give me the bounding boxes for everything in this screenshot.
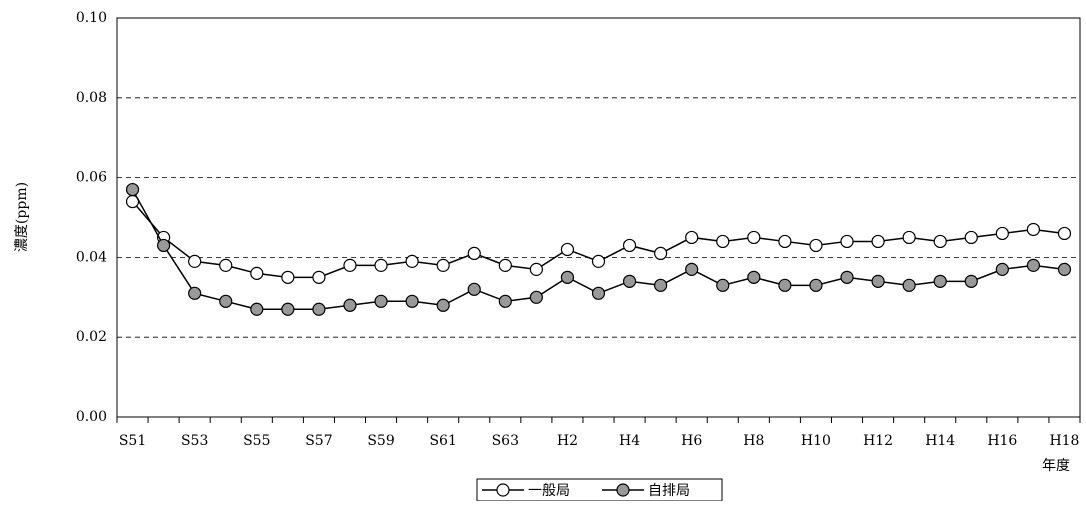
marker <box>809 278 823 292</box>
marker <box>436 258 450 272</box>
marker <box>467 282 481 296</box>
x-tick-label: S57 <box>305 433 332 449</box>
marker <box>374 294 388 308</box>
marker <box>654 278 668 292</box>
marker <box>529 262 543 276</box>
marker <box>1026 258 1041 272</box>
x-tick-label: H18 <box>1049 433 1079 449</box>
marker <box>560 242 575 257</box>
x-axis-label: 年度 <box>1042 458 1070 474</box>
marker <box>902 230 916 245</box>
marker <box>250 266 264 280</box>
marker <box>529 290 543 304</box>
marker <box>560 270 575 284</box>
marker <box>685 262 699 276</box>
marker <box>995 262 1009 276</box>
x-tick-label: H12 <box>863 433 893 449</box>
marker <box>374 258 388 272</box>
x-tick-label: H6 <box>681 433 702 449</box>
legend-label: 一般局 <box>528 483 570 499</box>
legend: 一般局 自排局 <box>476 478 723 502</box>
marker <box>840 234 854 249</box>
marker <box>1057 226 1072 241</box>
marker <box>840 270 854 284</box>
marker <box>1057 262 1072 276</box>
marker <box>156 238 171 253</box>
x-tick-label: S61 <box>429 433 456 449</box>
marker <box>312 302 326 316</box>
x-tick-label: S51 <box>119 433 146 449</box>
marker <box>622 274 637 288</box>
marker <box>125 182 140 197</box>
marker <box>778 234 792 249</box>
y-tick-label: 0.08 <box>76 90 107 106</box>
x-tick-label: H8 <box>743 433 764 449</box>
marker <box>685 230 699 245</box>
marker <box>405 294 419 308</box>
marker <box>964 274 978 288</box>
marker <box>188 286 202 300</box>
marker <box>871 234 885 249</box>
x-tick-label: H4 <box>619 433 640 449</box>
marker <box>250 302 264 316</box>
x-tick-label: S59 <box>367 433 394 449</box>
marker <box>964 230 978 245</box>
x-tick-label: H2 <box>557 433 578 449</box>
marker <box>871 274 885 288</box>
y-tick-label: 0.02 <box>76 329 107 345</box>
marker <box>995 226 1009 241</box>
y-tick-label: 0.10 <box>76 10 107 26</box>
marker <box>1026 222 1041 237</box>
marker <box>219 258 233 272</box>
marker <box>219 294 233 308</box>
marker <box>498 294 512 308</box>
marker <box>778 278 792 292</box>
marker <box>405 254 419 268</box>
y-tick-label: 0.06 <box>76 170 107 186</box>
legend-marker <box>496 483 510 497</box>
x-tick-label: S55 <box>243 433 270 449</box>
marker <box>188 254 202 268</box>
marker <box>933 234 947 249</box>
marker <box>622 238 637 253</box>
y-axis-label: 濃度(ppm) <box>14 182 30 252</box>
marker <box>591 286 606 300</box>
y-tick-label: 0.00 <box>76 409 107 425</box>
marker <box>654 246 668 261</box>
marker <box>312 270 326 284</box>
x-tick-label: S53 <box>181 433 208 449</box>
x-tick-label: H14 <box>925 433 955 449</box>
marker <box>436 298 450 312</box>
marker <box>343 298 357 312</box>
marker <box>467 246 481 261</box>
legend-marker <box>616 483 630 497</box>
marker <box>747 270 761 284</box>
marker <box>902 278 916 292</box>
marker <box>933 274 947 288</box>
marker <box>343 258 357 272</box>
marker <box>747 230 761 245</box>
marker <box>809 238 823 253</box>
y-tick-label: 0.04 <box>76 249 107 265</box>
marker <box>281 302 295 316</box>
marker <box>716 278 730 292</box>
legend-label: 自排局 <box>648 483 690 499</box>
marker <box>716 234 730 249</box>
marker <box>281 270 295 284</box>
x-tick-label: S63 <box>492 433 519 449</box>
marker <box>498 258 512 272</box>
x-tick-label: H16 <box>987 433 1017 449</box>
marker <box>591 254 606 268</box>
x-tick-label: H10 <box>801 433 831 449</box>
plot-area <box>116 17 1081 418</box>
